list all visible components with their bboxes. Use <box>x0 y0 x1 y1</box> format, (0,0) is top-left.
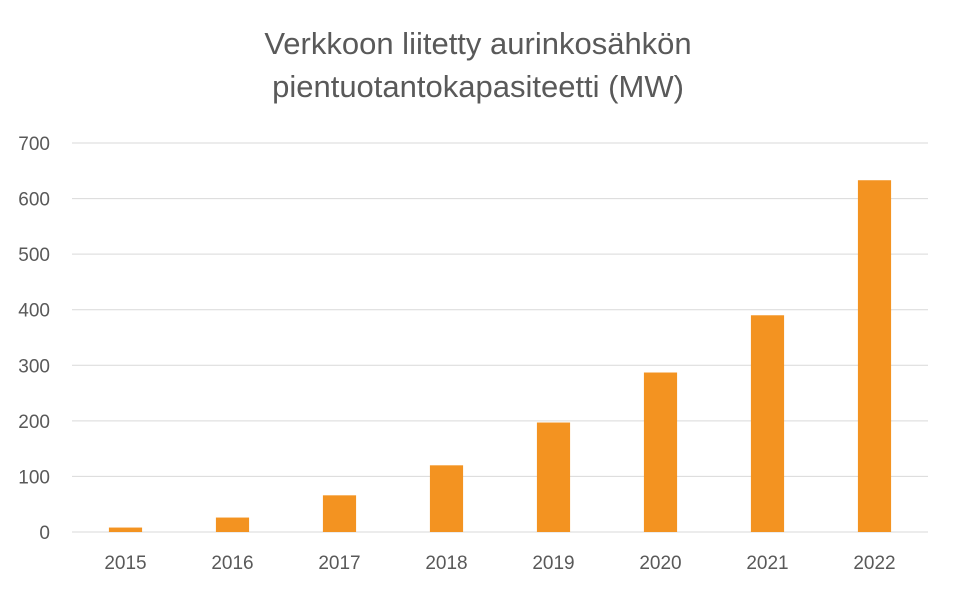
chart-title-line-1: Verkkoon liitetty aurinkosähkön <box>264 26 692 61</box>
bar <box>429 465 464 532</box>
bar <box>857 180 892 533</box>
bar <box>108 527 143 532</box>
bar <box>643 372 678 532</box>
x-tick-label: 2017 <box>318 553 360 574</box>
bar <box>215 517 250 532</box>
bar <box>536 422 571 532</box>
y-tick-label: 100 <box>18 467 50 488</box>
y-tick-label: 700 <box>18 134 50 155</box>
chart-title-line-2: pientuotantokapasiteetti (MW) <box>272 69 684 104</box>
y-tick-label: 400 <box>18 301 50 322</box>
y-tick-label: 500 <box>18 245 50 266</box>
y-tick-label: 600 <box>18 190 50 211</box>
x-tick-label: 2021 <box>746 553 788 574</box>
x-tick-label: 2019 <box>532 553 574 574</box>
bar <box>322 495 357 532</box>
y-tick-label: 200 <box>18 412 50 433</box>
x-tick-label: 2015 <box>104 553 146 574</box>
x-tick-label: 2018 <box>425 553 467 574</box>
y-tick-label: 300 <box>18 356 50 377</box>
x-tick-label: 2020 <box>639 553 681 574</box>
bar <box>750 315 785 532</box>
x-tick-label: 2022 <box>853 553 895 574</box>
x-tick-label: 2016 <box>211 553 253 574</box>
y-tick-label: 0 <box>39 523 50 544</box>
